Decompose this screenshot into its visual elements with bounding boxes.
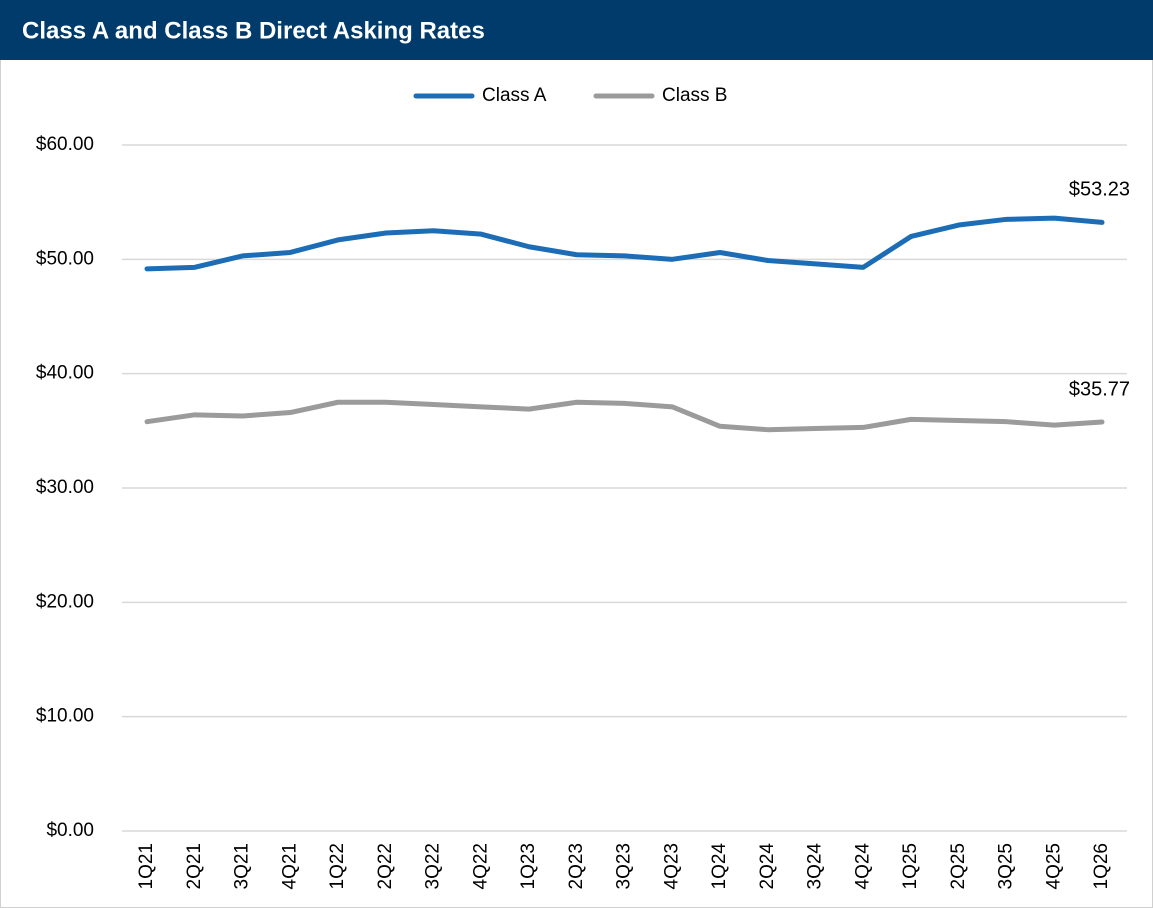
series-line [144, 215, 1105, 272]
y-tick-label: $0.00 [46, 820, 94, 841]
y-tick-label: $60.00 [36, 134, 94, 155]
x-tick-label: 2Q25 [948, 843, 969, 889]
header-bar [0, 0, 1153, 60]
legend-label: Class B [662, 85, 727, 106]
x-tick-label: 2Q21 [184, 843, 205, 889]
y-tick-label: $40.00 [36, 363, 94, 384]
data-label: $53.23 [1069, 179, 1130, 201]
x-tick-label: 2Q22 [375, 843, 396, 889]
data-label: $35.77 [1069, 378, 1130, 400]
x-tick-label: 3Q21 [232, 843, 253, 889]
x-tick-label: 3Q22 [423, 843, 444, 889]
y-tick-label: $30.00 [36, 477, 94, 498]
x-tick-label: 1Q25 [900, 843, 921, 889]
chart-title: Class A and Class B Direct Asking Rates [22, 17, 485, 44]
x-tick-label: 4Q25 [1043, 843, 1064, 889]
x-tick-label: 4Q22 [470, 843, 491, 889]
x-tick-label: 1Q21 [136, 843, 157, 889]
x-tick-label: 1Q22 [327, 843, 348, 889]
x-tick-label: 2Q24 [757, 843, 778, 890]
y-tick-label: $10.00 [36, 706, 94, 727]
x-tick-label: 1Q23 [518, 843, 539, 889]
x-tick-label: 4Q24 [852, 843, 873, 890]
x-tick-label: 2Q23 [566, 843, 587, 889]
x-tick-label: 1Q26 [1091, 843, 1112, 889]
series-line [144, 399, 1105, 433]
x-tick-label: 1Q24 [709, 843, 730, 890]
y-tick-label: $50.00 [36, 248, 94, 269]
x-tick-label: 3Q25 [996, 843, 1017, 889]
x-tick-label: 4Q21 [279, 843, 300, 889]
legend-label: Class A [482, 85, 547, 106]
y-tick-label: $20.00 [36, 591, 94, 612]
x-tick-label: 3Q24 [805, 843, 826, 890]
x-tick-label: 4Q23 [661, 843, 682, 889]
x-tick-label: 3Q23 [614, 843, 635, 889]
